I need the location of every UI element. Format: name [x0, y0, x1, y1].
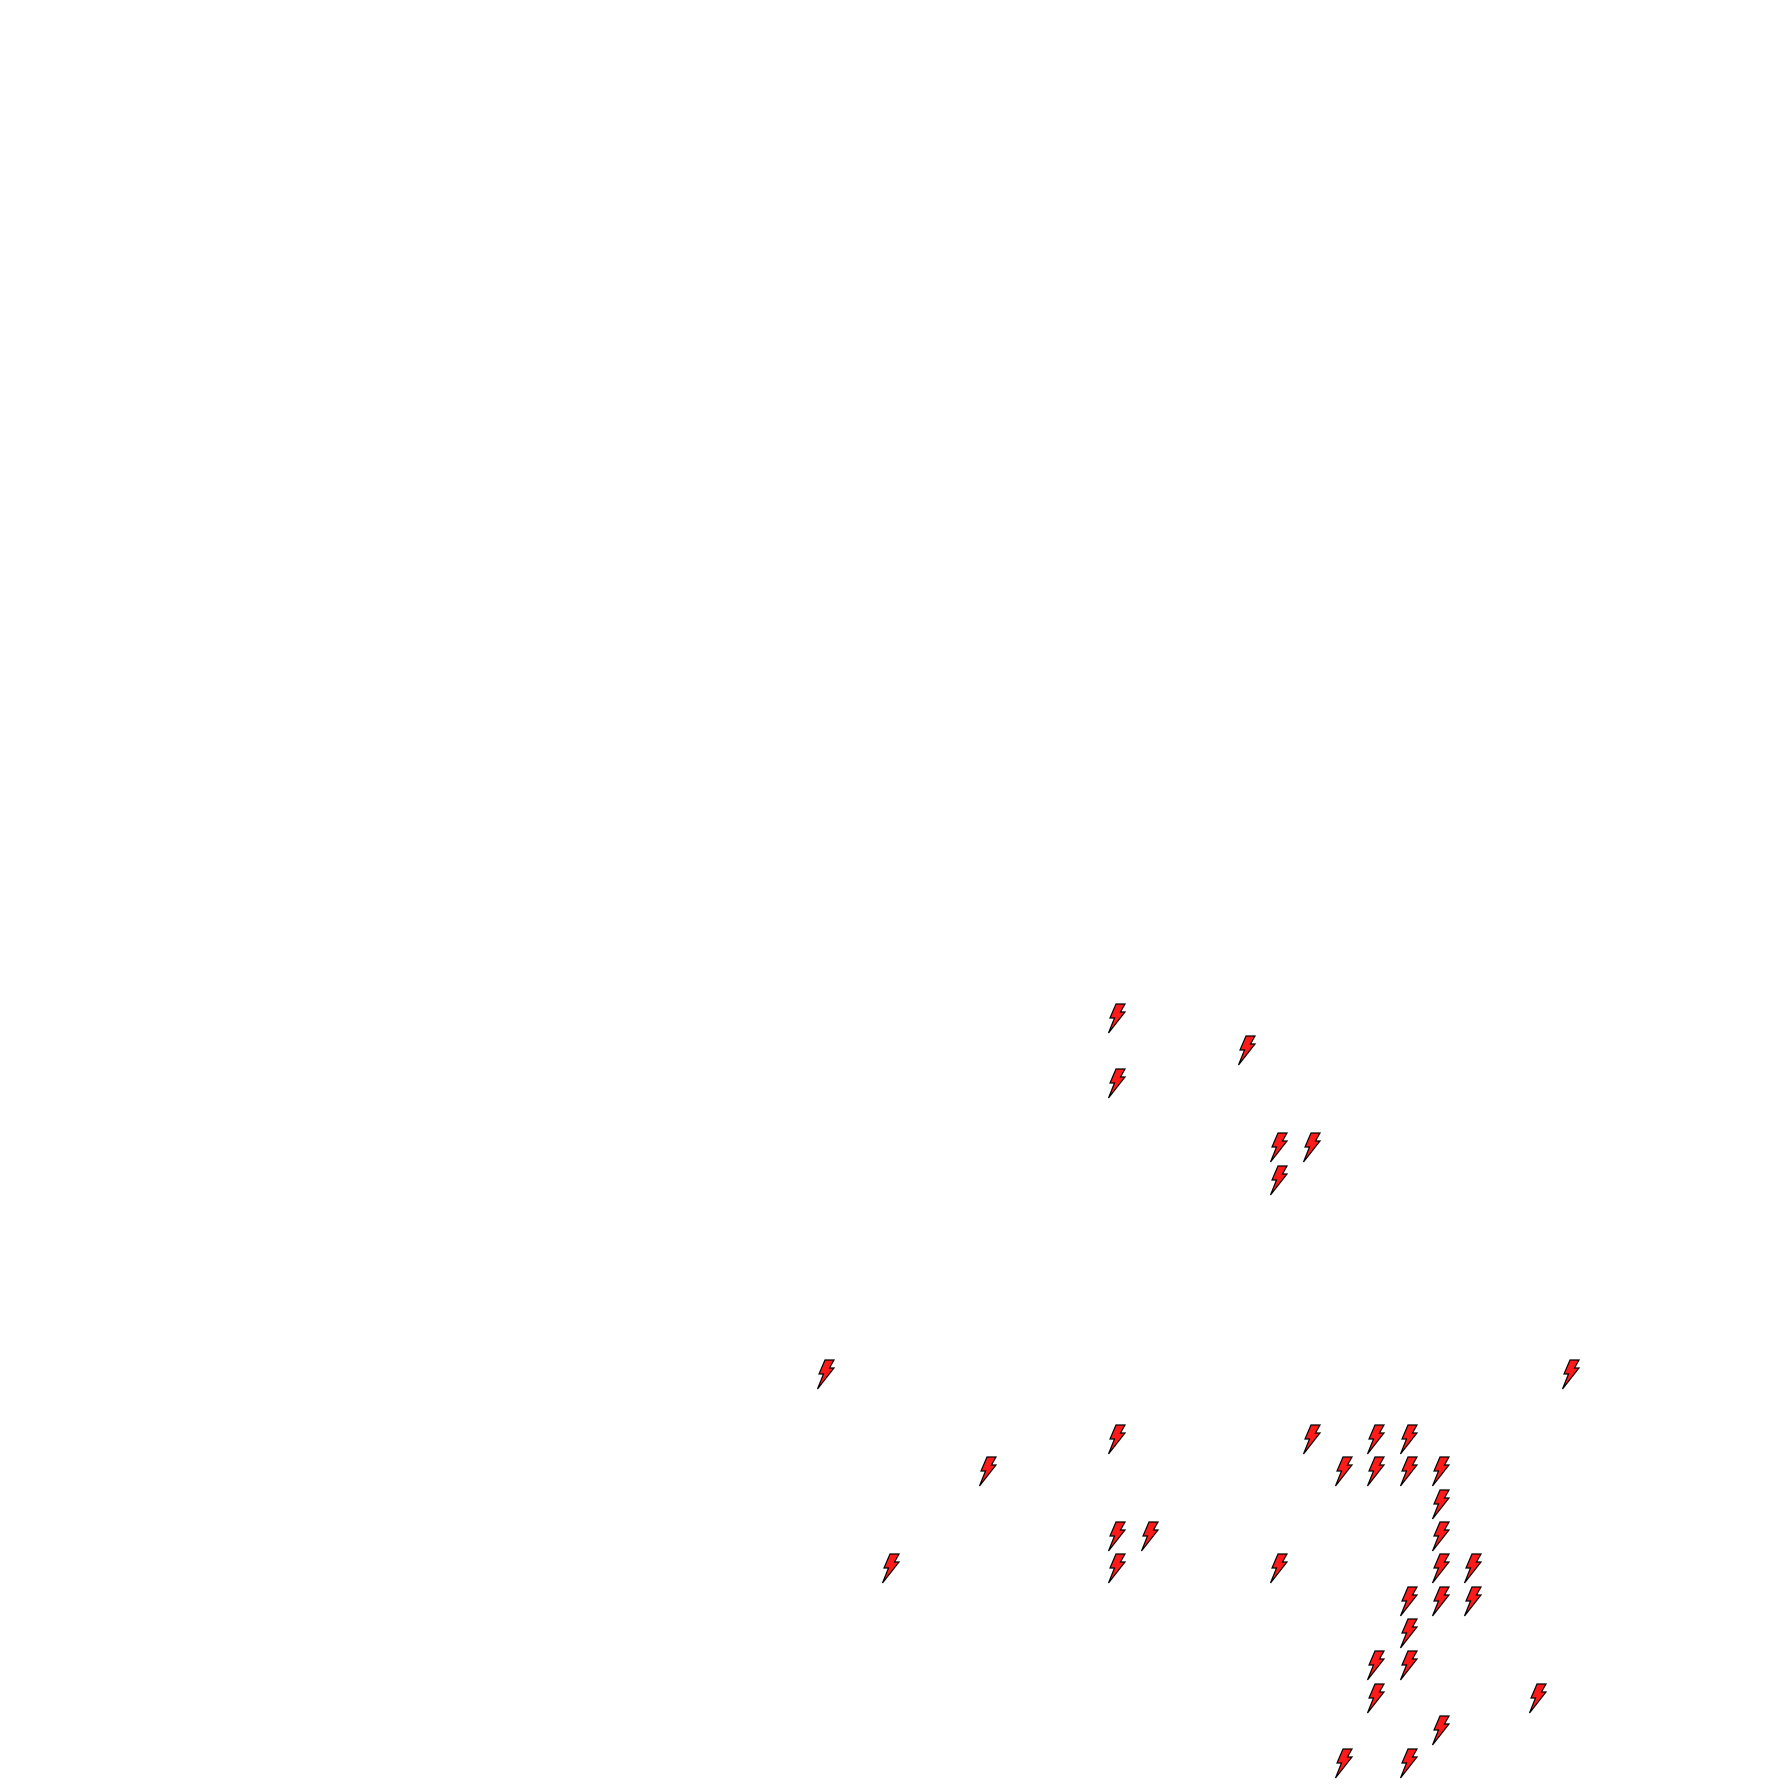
lightning-bolt-icon[interactable] — [1334, 1456, 1354, 1487]
lightning-bolt-icon[interactable] — [1463, 1553, 1483, 1584]
lightning-bolt-icon[interactable] — [1269, 1165, 1289, 1196]
lightning-bolt-icon[interactable] — [1107, 1521, 1127, 1552]
lightning-bolt-icon[interactable] — [1366, 1650, 1386, 1681]
lightning-bolt-icon[interactable] — [1431, 1715, 1451, 1746]
lightning-bolt-icon[interactable] — [1431, 1586, 1451, 1617]
lightning-bolt-icon[interactable] — [1431, 1488, 1451, 1520]
lightning-bolt-icon[interactable] — [1431, 1521, 1451, 1552]
lightning-bolt-icon[interactable] — [1366, 1424, 1386, 1455]
lightning-bolt-icon[interactable] — [1269, 1553, 1289, 1584]
lightning-bolt-icon[interactable] — [1399, 1650, 1419, 1681]
lightning-bolt-icon[interactable] — [1107, 1003, 1127, 1034]
lightning-bolt-icon[interactable] — [816, 1359, 836, 1390]
lightning-bolt-icon[interactable] — [1366, 1683, 1386, 1714]
lightning-bolt-icon[interactable] — [1431, 1456, 1451, 1487]
lightning-bolt-icon[interactable] — [1431, 1553, 1451, 1584]
lightning-bolt-icon[interactable] — [1528, 1683, 1548, 1714]
lightning-bolt-icon[interactable] — [1399, 1618, 1419, 1649]
lightning-bolt-icon[interactable] — [1237, 1035, 1257, 1066]
lightning-bolt-icon[interactable] — [1107, 1424, 1127, 1455]
lightning-bolt-icon[interactable] — [1399, 1747, 1419, 1779]
lightning-bolt-icon[interactable] — [978, 1456, 998, 1487]
lightning-bolt-icon[interactable] — [1399, 1586, 1419, 1617]
lightning-bolt-icon[interactable] — [1334, 1747, 1354, 1779]
lightning-bolt-icon[interactable] — [1366, 1456, 1386, 1487]
lightning-bolt-icon[interactable] — [1302, 1424, 1322, 1455]
lightning-bolt-icon[interactable] — [1140, 1521, 1160, 1552]
lightning-bolt-icon[interactable] — [1302, 1132, 1322, 1163]
lightning-bolt-icon[interactable] — [1107, 1068, 1127, 1099]
lightning-bolt-icon[interactable] — [881, 1553, 901, 1584]
lightning-bolt-icon[interactable] — [1561, 1359, 1581, 1390]
lightning-bolt-icon[interactable] — [1399, 1456, 1419, 1487]
lightning-bolt-icon[interactable] — [1269, 1132, 1289, 1163]
lightning-bolt-icon[interactable] — [1463, 1586, 1483, 1617]
lightning-bolt-icon[interactable] — [1107, 1553, 1127, 1584]
lightning-bolt-icon[interactable] — [1399, 1424, 1419, 1455]
